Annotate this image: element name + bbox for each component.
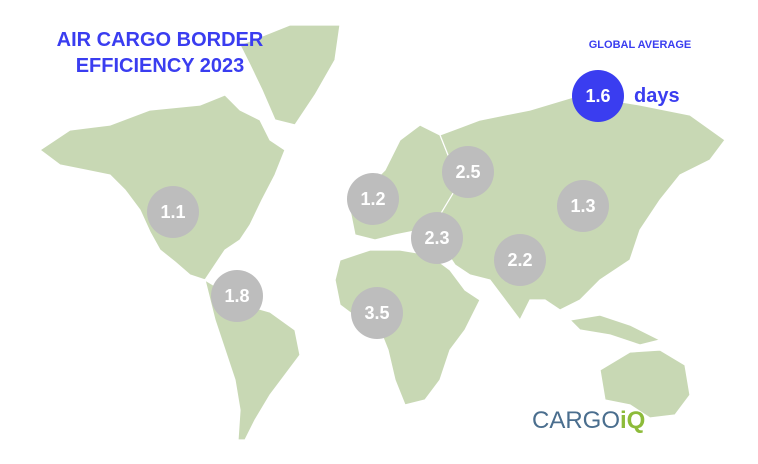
global-average-value: 1.6 — [585, 86, 610, 106]
region-value: 2.3 — [424, 228, 449, 248]
global-average-unit: days — [634, 85, 680, 107]
region-bubble — [347, 173, 399, 225]
region-bubble — [442, 146, 494, 198]
global-average-circle — [572, 70, 624, 122]
logo: CARGOiQ — [532, 407, 645, 434]
logo-text: CARGO — [532, 407, 620, 434]
greenland — [239, 24, 341, 126]
southeast-asia — [568, 314, 662, 346]
region-bubble — [411, 212, 463, 264]
region-value: 2.5 — [455, 162, 480, 182]
region-bubble — [211, 270, 263, 322]
north-america — [38, 94, 286, 281]
australia — [599, 349, 691, 419]
global-average-label: GLOBAL AVERAGE — [589, 39, 691, 51]
region-value: 1.3 — [570, 196, 595, 216]
logo-accent: iQ — [620, 407, 645, 434]
region-bubble — [351, 287, 403, 339]
region-value: 1.1 — [160, 202, 185, 222]
region-bubble — [147, 186, 199, 238]
region-bubble — [557, 180, 609, 232]
region-bubbles: 1.1 1.2 2.5 1.3 2.3 2.2 1.8 3.5 — [147, 146, 609, 339]
title-line: EFFICIENCY 2023 — [76, 55, 245, 77]
region-value: 3.5 — [364, 303, 389, 323]
title-line: AIR CARGO BORDER — [57, 29, 264, 51]
region-bubble — [494, 234, 546, 286]
region-value: 1.8 — [224, 286, 249, 306]
region-value: 1.2 — [360, 189, 385, 209]
region-value: 2.2 — [507, 250, 532, 270]
